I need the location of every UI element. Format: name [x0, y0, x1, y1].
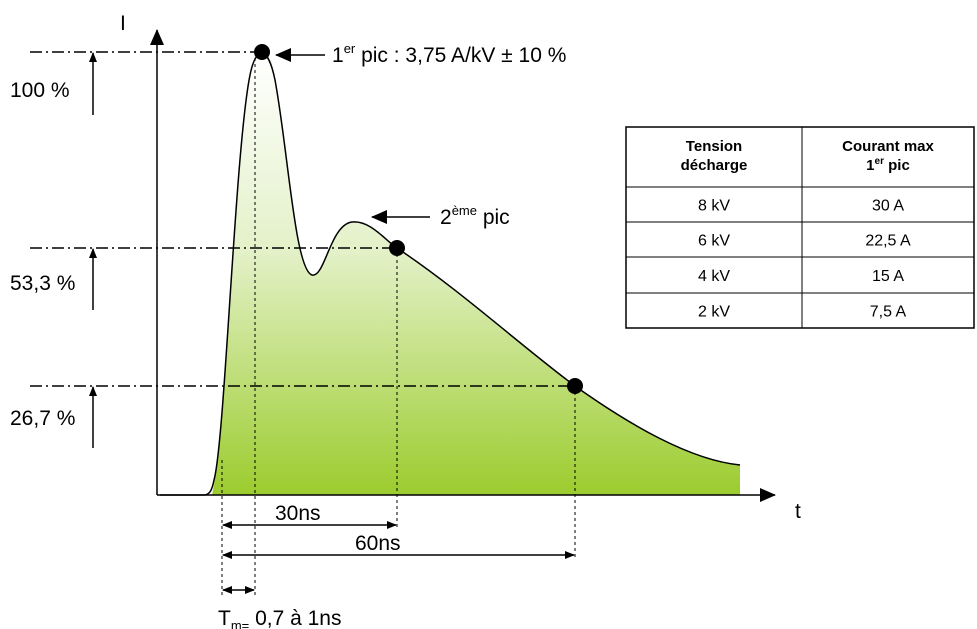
header-part: pic: [884, 157, 910, 174]
table-header: Courant max: [842, 138, 934, 155]
annotation-sup: er: [344, 41, 356, 56]
rise-time-label: Tm= 0,7 à 1ns: [218, 607, 341, 629]
label-part: 0,7 à 1ns: [249, 607, 341, 629]
label-part: T: [218, 607, 231, 629]
table-cell: 15 A: [872, 268, 904, 285]
table-cell: 2 kV: [698, 304, 730, 321]
table: Tension décharge Courant max 1er pic 8 k…: [625, 126, 975, 329]
header-sup: er: [875, 156, 885, 167]
dimension-label: 30ns: [275, 502, 321, 525]
annotation-sup: ème: [452, 203, 477, 218]
level-label: 53,3 %: [10, 272, 75, 295]
level-label: 100 %: [10, 79, 70, 102]
level-label: 26,7 %: [10, 407, 75, 430]
x-axis-label: t: [795, 500, 801, 523]
table-cell: 8 kV: [698, 198, 730, 215]
point: [389, 240, 405, 256]
annotation-part: 1: [332, 44, 344, 67]
waveform: [160, 52, 741, 496]
annotation-part: 2: [440, 206, 452, 229]
table-cell: 7,5 A: [870, 304, 907, 321]
point: [567, 378, 583, 394]
table-header: décharge: [681, 157, 748, 174]
table-header: Tension: [686, 138, 742, 155]
table-cell: 22,5 A: [865, 233, 911, 250]
table-cell: 30 A: [872, 198, 904, 215]
annotation: 1er pic : 3,75 A/kV ± 10 %: [332, 41, 566, 67]
table-cell: 6 kV: [698, 233, 730, 250]
dimension-label: 60ns: [355, 532, 401, 555]
y-axis-label: I: [120, 12, 126, 35]
header-part: 1: [866, 157, 874, 174]
point: [254, 44, 270, 60]
table-cell: 4 kV: [698, 268, 730, 285]
annotation: 2ème pic: [440, 203, 510, 229]
annotation-part: pic: [477, 206, 510, 229]
annotation-part: pic : 3,75 A/kV ± 10 %: [355, 44, 566, 67]
label-sub: m=: [231, 618, 249, 629]
waveform-area: [212, 53, 740, 496]
table-header: 1er pic: [866, 156, 910, 174]
